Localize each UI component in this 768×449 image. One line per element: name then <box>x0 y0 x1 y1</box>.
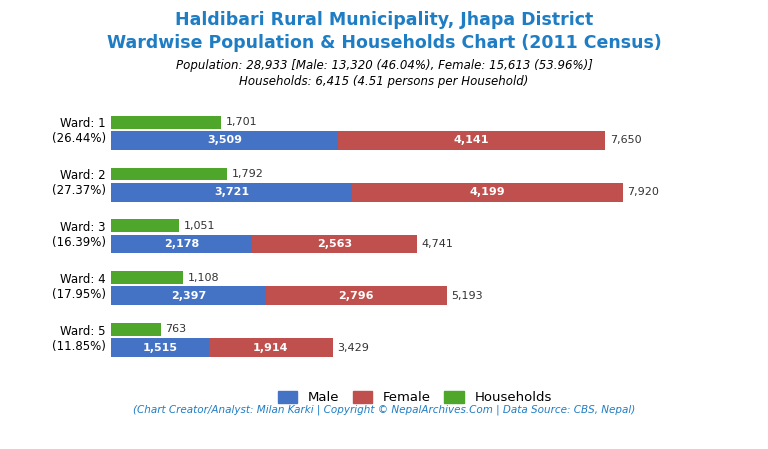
Text: 3,721: 3,721 <box>214 187 249 197</box>
Text: Haldibari Rural Municipality, Jhapa District: Haldibari Rural Municipality, Jhapa Dist… <box>175 11 593 29</box>
Bar <box>111 167 227 180</box>
Text: 7,650: 7,650 <box>610 136 641 145</box>
Legend: Male, Female, Households: Male, Female, Households <box>273 386 557 409</box>
Bar <box>111 323 161 336</box>
Text: 2,796: 2,796 <box>339 291 374 301</box>
Bar <box>111 116 221 129</box>
Bar <box>111 338 209 357</box>
Bar <box>111 286 266 305</box>
Text: 5,193: 5,193 <box>451 291 482 301</box>
Text: 4,741: 4,741 <box>422 239 454 249</box>
Text: 4,199: 4,199 <box>469 187 505 197</box>
Text: 2,563: 2,563 <box>317 239 353 249</box>
Text: 4,141: 4,141 <box>454 136 489 145</box>
Text: Households: 6,415 (4.51 persons per Household): Households: 6,415 (4.51 persons per Hous… <box>240 75 528 88</box>
Bar <box>252 235 417 254</box>
Text: 3,429: 3,429 <box>337 343 369 352</box>
Text: 2,178: 2,178 <box>164 239 199 249</box>
Text: 763: 763 <box>165 325 187 335</box>
Text: 1,108: 1,108 <box>187 273 219 282</box>
Bar <box>338 131 605 150</box>
Text: 1,701: 1,701 <box>226 117 257 127</box>
Bar <box>266 286 446 305</box>
Text: (Chart Creator/Analyst: Milan Karki | Copyright © NepalArchives.Com | Data Sourc: (Chart Creator/Analyst: Milan Karki | Co… <box>133 405 635 415</box>
Text: Wardwise Population & Households Chart (2011 Census): Wardwise Population & Households Chart (… <box>107 34 661 52</box>
Text: 1,914: 1,914 <box>253 343 289 352</box>
Bar <box>209 338 333 357</box>
Text: 1,051: 1,051 <box>184 221 215 231</box>
Text: 1,515: 1,515 <box>143 343 177 352</box>
Text: 1,792: 1,792 <box>231 169 263 179</box>
Text: Population: 28,933 [Male: 13,320 (46.04%), Female: 15,613 (53.96%)]: Population: 28,933 [Male: 13,320 (46.04%… <box>176 59 592 72</box>
Bar <box>111 183 352 202</box>
Bar <box>111 220 179 232</box>
Bar <box>111 131 338 150</box>
Bar <box>111 271 183 284</box>
Bar <box>111 235 252 254</box>
Text: 2,397: 2,397 <box>171 291 207 301</box>
Text: 3,509: 3,509 <box>207 136 242 145</box>
Text: 7,920: 7,920 <box>627 187 659 197</box>
Bar <box>352 183 623 202</box>
